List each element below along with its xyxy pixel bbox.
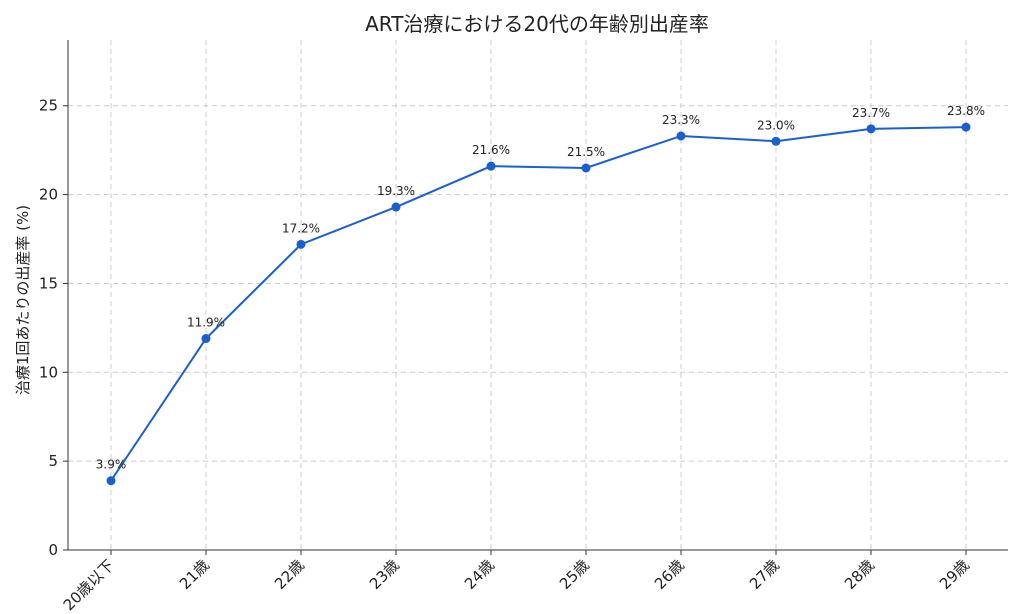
data-point (866, 124, 876, 134)
x-tick-label: 26歳 (651, 556, 688, 593)
chart-title: ART治療における20代の年齢別出産率 (365, 12, 709, 36)
y-tick-label: 25 (39, 97, 58, 115)
y-axis-label: 治療1回あたりの出産率 (%) (14, 205, 32, 395)
data-label: 17.2% (282, 221, 320, 235)
data-point (201, 334, 211, 344)
series: 3.9% 11.9% 17.2% 19.3% 21.6% 21.5% 23.3% 23.0% 2… (96, 104, 985, 486)
data-label: 11.9% (187, 316, 225, 330)
x-tick-label: 29歳 (936, 556, 973, 593)
y-tick-label: 5 (48, 452, 58, 470)
x-tick-label: 23歳 (366, 556, 403, 593)
data-label: 3.9% (96, 458, 127, 472)
series-line (110, 126, 967, 482)
data-point (581, 163, 591, 173)
data-point (486, 161, 496, 171)
x-tick-label: 22歳 (271, 556, 308, 593)
x-tick-label: 20歳以下 (60, 556, 118, 614)
data-point (771, 136, 781, 146)
y-tick-label: 0 (48, 541, 58, 559)
y-tick-label: 15 (39, 274, 58, 292)
y-tick-label: 20 (39, 186, 58, 204)
data-label: 21.6% (472, 143, 510, 157)
data-point (676, 131, 686, 141)
axes: 0 5 10 15 20 25 20歳以下 21歳 22歳 23歳 24歳 25歳 26歳 27歳 28歳 2… (39, 40, 1008, 614)
x-tick-label: 24歳 (461, 556, 498, 593)
y-tick-label: 10 (39, 363, 58, 381)
x-tick-label: 25歳 (556, 556, 593, 593)
x-tick-label: 27歳 (746, 556, 783, 593)
data-label: 23.7% (852, 106, 890, 120)
x-tick-label: 21歳 (176, 556, 213, 593)
data-label: 19.3% (377, 184, 415, 198)
data-label: 23.8% (947, 104, 985, 118)
data-point (961, 122, 971, 132)
data-label: 23.3% (662, 113, 700, 127)
data-label: 23.0% (757, 118, 795, 132)
x-tick-label: 28歳 (841, 556, 878, 593)
data-label: 21.5% (567, 145, 605, 159)
data-point (391, 202, 401, 212)
data-point (106, 476, 116, 486)
data-point (296, 239, 306, 249)
